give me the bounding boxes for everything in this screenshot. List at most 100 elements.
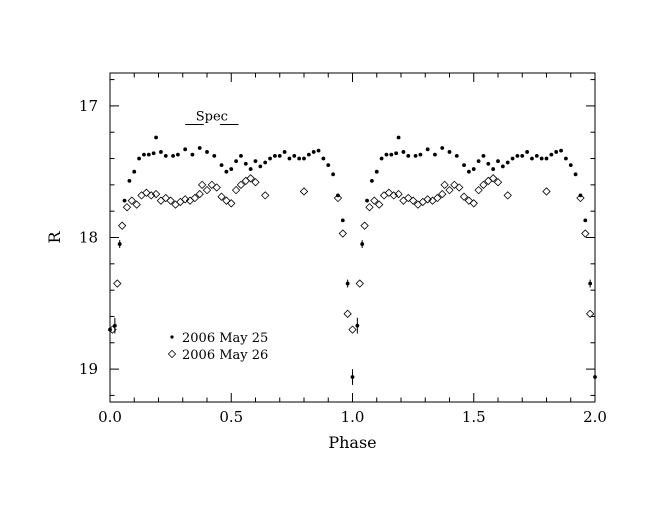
data-point-may25 (306, 152, 311, 157)
data-point-may25 (505, 160, 510, 165)
data-point-may25 (171, 154, 175, 158)
data-point-may26 (493, 178, 503, 187)
data-point-may25 (515, 154, 520, 158)
data-point-may25 (311, 150, 316, 154)
data-point-may26 (433, 193, 442, 203)
data-point-may25 (287, 156, 292, 161)
data-point-may26 (137, 191, 146, 200)
data-point-may26 (418, 197, 427, 207)
data-point-may25 (573, 172, 578, 177)
data-point-may25 (440, 146, 445, 150)
data-point-may26 (384, 188, 394, 197)
y-tick-label: 17 (79, 97, 98, 115)
data-point-may26 (389, 191, 398, 200)
data-point-may25 (142, 152, 146, 157)
data-point-may25 (253, 159, 258, 164)
data-point-may26 (246, 174, 255, 183)
data-point-may25 (321, 156, 326, 161)
data-point-may26 (338, 229, 347, 238)
data-point-may26 (299, 187, 309, 196)
data-point-may26 (423, 195, 432, 204)
data-point-may25 (454, 154, 459, 158)
data-point-may26 (581, 229, 590, 238)
y-tick-label: 19 (79, 360, 98, 378)
data-point-may25 (396, 135, 401, 140)
data-point-may25 (205, 150, 209, 154)
data-point-may25 (273, 154, 277, 158)
data-point-may25 (467, 169, 471, 174)
data-point-may25 (406, 154, 411, 158)
data-point-may26 (207, 180, 217, 190)
data-point-may26 (197, 180, 207, 190)
data-point-may26 (212, 183, 221, 192)
data-point-may25 (530, 156, 534, 161)
data-point-may26 (190, 193, 200, 203)
spec-label: Spec (196, 109, 228, 124)
data-point-may25 (389, 152, 394, 157)
data-point-may25 (248, 167, 253, 171)
data-point-may25 (263, 160, 268, 165)
data-point-may26 (151, 189, 161, 199)
data-point-may25 (219, 163, 224, 168)
data-point-may26 (576, 193, 585, 203)
data-point-may25 (447, 150, 452, 154)
data-point-may26 (469, 199, 478, 208)
x-tick-label: 1.5 (462, 408, 486, 426)
data-point-may26 (370, 196, 379, 205)
data-point-may26 (440, 180, 449, 190)
data-point-may25 (151, 151, 156, 156)
data-point-may26 (181, 195, 190, 204)
data-point-may25 (496, 159, 500, 164)
x-tick-label: 1.0 (341, 408, 365, 426)
x-axis-label: Phase (328, 433, 376, 452)
data-point-may25 (476, 159, 481, 164)
legend-label-may26: 2006 May 26 (182, 348, 268, 363)
data-point-may25 (379, 156, 384, 161)
data-point-may25 (544, 156, 549, 161)
data-point-may25 (418, 152, 423, 157)
data-point-may25 (471, 167, 476, 171)
data-point-may25 (258, 164, 263, 169)
legend-diamond-marker (167, 349, 177, 359)
data-point-may25 (326, 163, 331, 168)
data-point-may25 (336, 193, 340, 198)
data-point-may25 (176, 152, 180, 157)
data-point-may25 (212, 154, 217, 158)
data-point-may26 (343, 309, 352, 318)
data-point-may26 (375, 200, 384, 209)
data-point-may25 (525, 150, 529, 154)
data-point-may26 (450, 180, 459, 190)
y-tick-label: 18 (79, 229, 98, 247)
data-point-may26 (488, 174, 498, 183)
data-point-may25 (297, 156, 302, 161)
data-point-may26 (438, 189, 447, 199)
data-point-may26 (251, 178, 260, 187)
data-point-may25 (374, 169, 379, 174)
legend-dot-marker (170, 335, 174, 339)
data-point-may26 (333, 193, 343, 203)
data-point-may26 (585, 309, 595, 318)
data-point-may25 (292, 154, 297, 158)
data-point-may25 (568, 163, 573, 168)
data-point-may25 (534, 154, 539, 158)
data-point-may25 (425, 147, 430, 152)
data-point-may26 (156, 196, 166, 205)
data-point-may25 (564, 156, 568, 161)
data-point-may25 (224, 169, 229, 174)
data-point-may26 (360, 221, 369, 230)
data-point-may25 (146, 152, 151, 157)
data-point-may25 (331, 172, 335, 177)
plot-area (108, 135, 597, 385)
data-point-may25 (302, 156, 306, 161)
data-point-may25 (190, 152, 195, 157)
spec-annotation: Spec (185, 109, 239, 125)
data-point-may26 (503, 191, 512, 200)
data-point-may25 (491, 167, 496, 171)
data-point-may25 (486, 161, 491, 166)
data-point-may26 (261, 191, 270, 200)
axis-tick-labels: 0.0 0.5 1.0 1.5 2.0 17 18 19 (79, 97, 607, 426)
legend: 2006 May 25 2006 May 26 (167, 331, 268, 363)
data-point-may26 (217, 192, 226, 201)
data-point-may26 (404, 193, 413, 203)
